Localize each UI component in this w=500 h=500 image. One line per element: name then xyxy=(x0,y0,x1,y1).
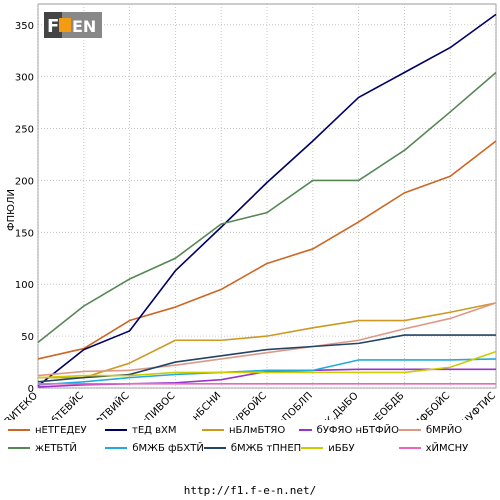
legend-swatch xyxy=(8,447,30,449)
y-tick-label: 150 xyxy=(15,228,34,239)
x-tick-label: лЕОБДБ xyxy=(369,390,407,420)
legend-label: жЕТБТЙ xyxy=(35,442,77,454)
legend-row: жЕТБТЙ бМЖБ фБХТЙ бМЖБ тПНЕП иББУ хЙМСНУ xyxy=(8,439,496,457)
x-tick-label: бЧУФТИС xyxy=(456,390,498,420)
series-line-0 xyxy=(37,140,497,360)
x-tick-label: йУРБОЙС xyxy=(226,389,269,420)
legend-label: иББУ xyxy=(328,442,355,454)
x-tick-label: бЧУФТВИЙС xyxy=(78,389,131,420)
legend-item: нБЛмБТЯО xyxy=(202,425,299,436)
legend-swatch xyxy=(8,429,30,431)
y-tick-label: 350 xyxy=(15,21,34,32)
x-tick-label: нПОБЛП xyxy=(276,390,315,420)
legend-item: тЕД вХМ xyxy=(105,425,202,436)
legend-label: бМЖБ тПНЕП xyxy=(230,442,302,454)
legend-swatch xyxy=(399,429,421,431)
x-tick-label: вВИТЕКО xyxy=(0,390,40,420)
y-tick-label: 100 xyxy=(15,280,34,291)
series-line-5 xyxy=(37,71,497,343)
y-tick-label: 0 xyxy=(28,384,34,395)
series-line-4 xyxy=(37,302,497,377)
svg-text:EN: EN xyxy=(72,17,96,36)
legend-item: бМЖБ тПНЕП xyxy=(203,442,302,454)
y-tick-label: 200 xyxy=(15,176,34,187)
legend-swatch xyxy=(105,447,128,449)
x-tick-label: нБСНИ xyxy=(191,390,224,420)
legend-swatch xyxy=(299,429,312,431)
series-line-8 xyxy=(37,350,497,379)
legend-label: хЙМСНУ xyxy=(425,442,469,454)
legend-item: бМЖБ фБХТЙ xyxy=(105,442,204,454)
legend: нЕТГЕДЕУ тЕД вХМ нБЛмБТЯО бУФЯО нБТФЙО бМРЙО… xyxy=(8,421,496,457)
legend-swatch xyxy=(301,447,324,449)
legend-row: нЕТГЕДЕУ тЕД вХМ нБЛмБТЯО бУФЯО нБТФЙО бМРЙО xyxy=(8,421,496,439)
series-line-1 xyxy=(37,13,497,387)
legend-item: жЕТБТЙ xyxy=(8,443,105,454)
legend-item: хЙМСНУ xyxy=(398,442,496,454)
footer-url[interactable]: http://f1.f-e-n.net/ xyxy=(183,484,317,497)
legend-label: бМЖБ фБХТЙ xyxy=(132,442,204,454)
series-line-6 xyxy=(37,358,497,386)
svg-text:F: F xyxy=(47,16,59,37)
y-tick-label: 250 xyxy=(15,125,34,136)
legend-swatch xyxy=(105,429,127,431)
y-tick-label: 300 xyxy=(15,73,34,84)
series-line-2 xyxy=(38,302,497,379)
y-tick-label: 50 xyxy=(21,332,34,343)
legend-label: бМРЙО xyxy=(426,424,463,436)
legend-swatch xyxy=(203,447,226,449)
legend-item: бУФЯО нБТФЙО xyxy=(299,425,399,436)
y-axis-label: ФПЮЛИ xyxy=(6,189,17,231)
legend-swatch xyxy=(202,429,224,431)
legend-label: нЕТГЕДЕУ xyxy=(35,424,87,436)
f1-en-logo: F EN xyxy=(44,12,102,38)
legend-swatch xyxy=(398,447,421,449)
legend-label: бУФЯО нБТФЙО xyxy=(316,424,399,436)
legend-item: бМРЙО xyxy=(399,425,496,436)
line-chart: 050100150200250300350вВИТЕКОуБ'РИФУЛБ бТ… xyxy=(0,3,498,420)
legend-item: иББУ xyxy=(301,443,398,454)
legend-label: тЕД вХМ xyxy=(132,424,177,436)
legend-item: нЕТГЕДЕУ xyxy=(8,425,105,436)
legend-label: нБЛмБТЯО xyxy=(229,424,286,436)
